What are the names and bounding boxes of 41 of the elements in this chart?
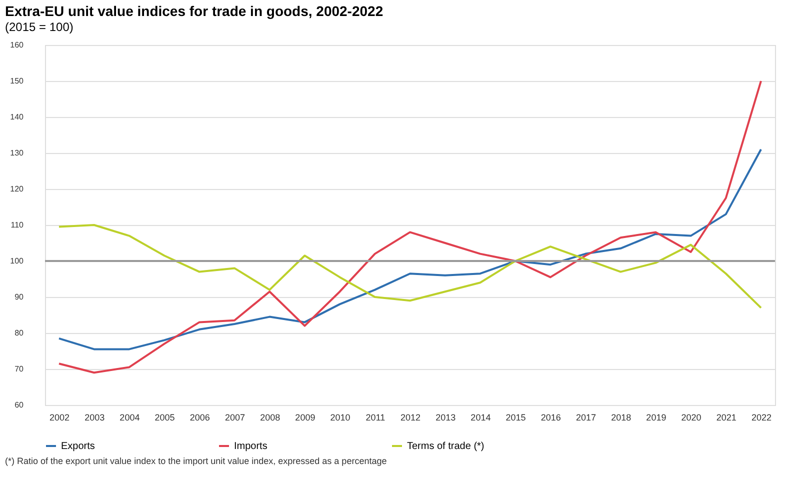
y-tick-label: 110 (10, 220, 24, 230)
x-tick-label: 2015 (506, 412, 526, 422)
x-tick-label: 2008 (260, 412, 280, 422)
legend-label: Exports (61, 441, 95, 452)
x-tick-label: 2007 (224, 412, 246, 422)
x-tick-label: 2006 (190, 412, 210, 422)
x-tick-label: 2013 (436, 412, 456, 422)
legend-label: Imports (234, 441, 268, 452)
text: (*) Ratio of the export unit value index to the import unit value index, expressed as a percentage (5, 456, 387, 466)
x-tick-label: 2004 (120, 412, 140, 422)
x-tick-label: 2022 (751, 412, 772, 422)
x-tick-label: 2017 (576, 412, 596, 422)
x-tick-label: 2009 (295, 412, 316, 422)
x-tick-label: 2011 (366, 412, 386, 422)
y-tick-label: 140 (10, 112, 24, 122)
y-tick-label: 90 (14, 292, 24, 302)
y-tick-label: 70 (14, 364, 24, 374)
x-tick-label: 2003 (84, 412, 105, 422)
y-tick-label: 150 (10, 76, 24, 86)
y-tick-label: 80 (14, 328, 24, 338)
x-tick-label: 2002 (49, 412, 70, 422)
x-tick-label: 2014 (470, 412, 491, 422)
chart-subtitle: (2015 = 100) (5, 20, 74, 34)
line-series (58, 224, 762, 309)
line-series (58, 148, 762, 350)
x-tick-label: 2020 (681, 412, 702, 422)
y-tick-label: 120 (10, 184, 24, 194)
x-tick-label: 2019 (646, 412, 666, 422)
x-tick-label: 2005 (154, 412, 175, 422)
y-tick-label: 60 (14, 400, 24, 410)
x-tick-label: 2012 (400, 412, 421, 422)
y-tick-label: 130 (10, 148, 24, 158)
chart-title: Extra-EU unit value indices for trade in goods, 2002-2022 (5, 3, 384, 19)
legend-label: Terms of trade (*) (407, 441, 484, 452)
y-tick-label: 160 (10, 40, 24, 50)
x-tick-label: 2016 (540, 412, 561, 422)
line-series (58, 80, 762, 374)
y-tick-label: 100 (10, 256, 24, 266)
x-tick-label: 2021 (716, 412, 736, 422)
x-tick-label: 2010 (330, 412, 350, 422)
x-tick-label: 2018 (611, 412, 632, 422)
